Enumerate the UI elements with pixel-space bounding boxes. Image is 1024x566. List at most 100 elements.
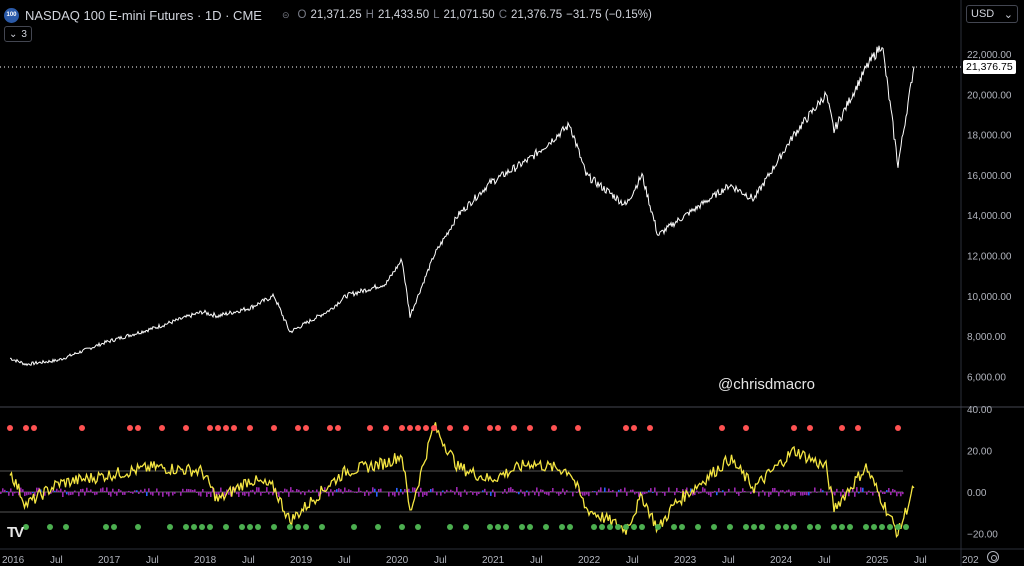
settings-gear-icon[interactable] xyxy=(987,551,999,563)
histogram-bar xyxy=(36,487,38,492)
histogram-bar xyxy=(84,492,86,496)
histogram-bar xyxy=(142,492,144,494)
histogram-bar xyxy=(472,492,474,495)
histogram-bar xyxy=(26,492,28,496)
price-axis-label: 20,000.00 xyxy=(967,90,1012,101)
high-label: H xyxy=(365,9,374,21)
histogram-bar xyxy=(162,492,164,497)
histogram-bar xyxy=(370,492,372,494)
histogram-bar xyxy=(416,492,418,494)
histogram-bar xyxy=(456,487,458,492)
histogram-bar xyxy=(28,492,30,495)
histogram-bar xyxy=(680,492,682,493)
histogram-bar xyxy=(806,492,808,496)
histogram-bar xyxy=(168,492,170,497)
histogram-bar xyxy=(566,490,568,492)
oscillator-series-line xyxy=(9,422,915,539)
histogram-bar xyxy=(198,492,200,496)
histogram-bar xyxy=(236,492,238,495)
histogram-bar xyxy=(268,492,270,495)
symbol-title[interactable]: NASDAQ 100 E-mini Futures · 1D · CME xyxy=(25,7,262,23)
histogram-bar xyxy=(856,487,858,492)
histogram-bar xyxy=(408,488,410,492)
low-value: 21,071.50 xyxy=(443,9,495,21)
histogram-bar xyxy=(194,489,196,492)
sell-signal-marker xyxy=(31,425,37,431)
histogram-bar xyxy=(100,488,102,492)
chevron-down-icon: ⌄ xyxy=(9,28,18,40)
histogram-bar xyxy=(68,492,70,496)
histogram-bar xyxy=(330,489,332,492)
sell-signal-marker xyxy=(159,425,165,431)
histogram-bar xyxy=(724,492,726,496)
histogram-bar xyxy=(146,492,148,497)
sell-signal-marker xyxy=(647,425,653,431)
buy-signal-marker xyxy=(847,524,853,530)
visibility-icon[interactable]: ⊝ xyxy=(281,9,290,20)
tradingview-logo-icon[interactable]: TV xyxy=(7,524,24,541)
watermark-text: @chrisdmacro xyxy=(718,376,815,393)
legend-header: 100 NASDAQ 100 E-mini Futures · 1D · CME… xyxy=(4,4,652,26)
buy-signal-marker xyxy=(807,524,813,530)
histogram-bar xyxy=(764,492,766,496)
histogram-bar xyxy=(644,492,646,495)
price-axis[interactable]: 22,000.00 20,000.00 18,000.00 16,000.00 14,0… xyxy=(967,50,1012,383)
sell-signal-marker xyxy=(231,425,237,431)
histogram-bar xyxy=(130,492,132,494)
histogram-bar xyxy=(902,492,904,495)
oscillator-axis[interactable]: 40.00 20.00 0.00 −20.00 xyxy=(967,405,998,541)
histogram-bar xyxy=(728,488,730,492)
indicators-toggle-button[interactable]: ⌄ 3 xyxy=(4,26,32,42)
symbol-logo-icon[interactable]: 100 xyxy=(4,7,19,23)
histogram-bar xyxy=(454,492,456,495)
histogram-bar xyxy=(282,492,284,494)
sell-signal-marker xyxy=(335,425,341,431)
histogram-bar xyxy=(258,487,260,492)
sell-signal-marker xyxy=(23,425,29,431)
histogram-bar xyxy=(316,489,318,492)
histogram-bar xyxy=(866,492,868,495)
histogram-bar xyxy=(520,489,522,492)
histogram-bar xyxy=(552,487,554,492)
buy-signal-marker xyxy=(415,524,421,530)
histogram-bar xyxy=(694,492,696,496)
sell-signal-marker xyxy=(631,425,637,431)
histogram-bar xyxy=(182,488,184,492)
histogram-bar xyxy=(114,492,116,494)
histogram-bar xyxy=(698,492,700,494)
buy-signal-marker xyxy=(743,524,749,530)
histogram-bar xyxy=(304,492,306,496)
histogram-bar xyxy=(78,492,80,497)
buy-signal-marker xyxy=(559,524,565,530)
buy-signal-marker xyxy=(679,524,685,530)
buy-signal-marker xyxy=(783,524,789,530)
histogram-bar xyxy=(890,492,892,496)
histogram-bar xyxy=(340,489,342,492)
histogram-bar xyxy=(190,489,192,492)
histogram-bar xyxy=(588,492,590,497)
histogram-bar xyxy=(60,488,62,492)
histogram-bar xyxy=(256,487,258,492)
histogram-bar xyxy=(722,490,724,492)
histogram-bar xyxy=(228,492,230,495)
histogram-bar xyxy=(380,488,382,492)
histogram-bar xyxy=(360,490,362,492)
histogram-bar xyxy=(522,492,524,494)
histogram-bar xyxy=(608,488,610,492)
histogram-bar xyxy=(634,492,636,495)
time-axis-label: 2023 xyxy=(674,555,697,566)
histogram-bar xyxy=(420,487,422,492)
histogram-bar xyxy=(558,492,560,496)
sell-signal-marker xyxy=(791,425,797,431)
histogram-bar xyxy=(112,488,114,492)
histogram-bar xyxy=(714,490,716,492)
currency-selector[interactable]: USD ⌄ xyxy=(966,5,1018,23)
histogram-bar xyxy=(820,488,822,492)
histogram-bar xyxy=(368,492,370,496)
time-axis[interactable]: 2016 Jul 2017 Jul 2018 Jul 2019 Jul 2020 Jul 2021 J… xyxy=(2,555,979,566)
histogram-bar xyxy=(296,489,298,492)
histogram-bar xyxy=(324,487,326,492)
histogram-bar xyxy=(576,492,578,494)
histogram-bar xyxy=(880,490,882,492)
